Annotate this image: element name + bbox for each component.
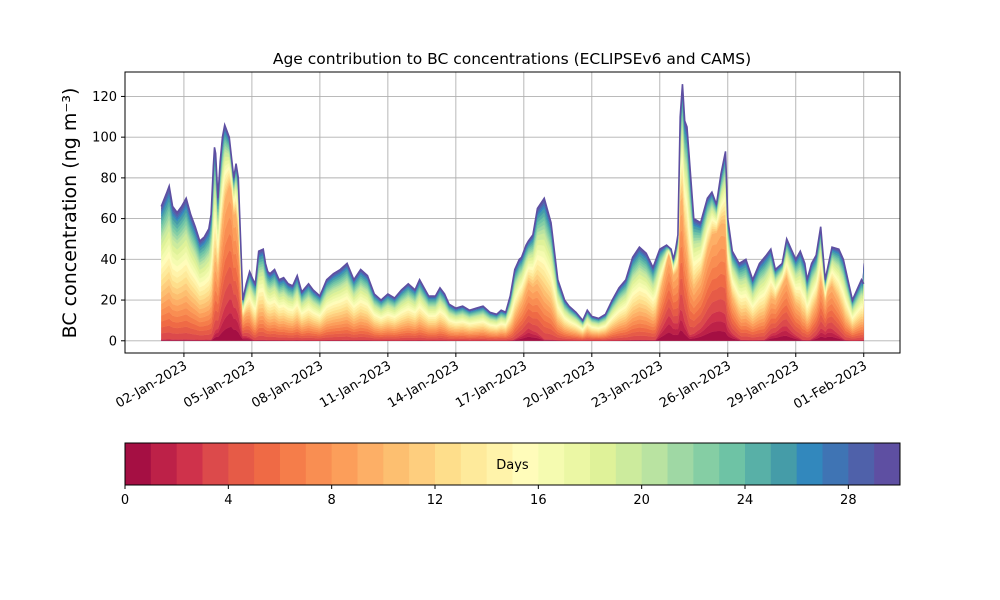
y-tick-label: 40	[100, 253, 117, 268]
colorbar-bin	[254, 443, 281, 485]
plot-frame	[124, 71, 901, 354]
colorbar-bin	[435, 443, 462, 485]
colorbar-bin	[538, 443, 565, 485]
y-tick-label: 120	[92, 90, 117, 105]
y-axis-label: BC concentration (ng m⁻³)	[59, 88, 81, 339]
colorbar-bin	[770, 443, 798, 485]
total-concentration-line	[160, 84, 865, 322]
colorbar-tick-label: 12	[427, 493, 444, 508]
colorbar-tick-label: 8	[328, 493, 336, 508]
colorbar-bin	[590, 443, 617, 485]
x-tick-label: 26-Jan-2023	[657, 358, 734, 411]
colorbar-bin	[331, 443, 358, 485]
x-tick-label: 08-Jan-2023	[249, 358, 326, 411]
x-tick-label: 23-Jan-2023	[589, 358, 666, 411]
y-tick-label: 100	[92, 131, 117, 146]
chart-title: Age contribution to BC concentrations (E…	[273, 50, 751, 68]
x-tick-label: 05-Jan-2023	[181, 358, 258, 411]
age-bands	[161, 84, 864, 341]
colorbar-tick-label: 20	[633, 493, 650, 508]
colorbar-bin	[615, 443, 643, 485]
colorbar-tick-label: 16	[530, 493, 547, 508]
colorbar-bin	[512, 443, 539, 485]
colorbar-tick-label: 4	[224, 493, 232, 508]
y-tick-label: 80	[100, 171, 117, 186]
colorbar-bin	[305, 443, 333, 485]
x-tick-label: 01-Feb-2023	[791, 358, 870, 412]
colorbar-bin	[150, 443, 178, 485]
colorbar-bin	[202, 443, 229, 485]
colorbar-bin	[383, 443, 410, 485]
colorbar-tick-label: 0	[121, 493, 129, 508]
x-tick-label: 17-Jan-2023	[453, 358, 530, 411]
colorbar-bin	[280, 443, 307, 485]
x-tick-label: 29-Jan-2023	[725, 358, 802, 411]
colorbar-bin	[460, 443, 488, 485]
colorbar-bin	[745, 443, 772, 485]
colorbar: 0 4 8 12 16 20 24 28 Days	[121, 442, 901, 508]
x-axis: 02-Jan-202305-Jan-202308-Jan-202311-Jan-…	[113, 353, 870, 412]
colorbar-bin	[874, 443, 901, 485]
x-tick-label: 14-Jan-2023	[385, 358, 462, 411]
colorbar-tick-label: 24	[737, 493, 754, 508]
colorbar-bin	[409, 443, 436, 485]
x-tick-label: 11-Jan-2023	[317, 358, 394, 411]
colorbar-bin	[848, 443, 875, 485]
colorbar-bin	[822, 443, 849, 485]
colorbar-bin	[719, 443, 746, 485]
colorbar-bin	[228, 443, 255, 485]
colorbar-bin	[641, 443, 668, 485]
colorbar-bin	[796, 443, 823, 485]
y-axis: 0 20 40 60 80 100 120	[92, 90, 125, 349]
colorbar-bin	[486, 443, 513, 485]
colorbar-bin	[125, 443, 152, 485]
y-tick-label: 60	[100, 212, 117, 227]
colorbar-bin	[564, 443, 591, 485]
colorbar-tick-label: 28	[840, 493, 857, 508]
colorbar-bin	[667, 443, 694, 485]
colorbar-bin	[693, 443, 720, 485]
y-tick-label: 0	[109, 334, 117, 349]
colorbar-frame	[124, 442, 901, 486]
y-tick-label: 20	[100, 294, 117, 309]
x-tick-label: 02-Jan-2023	[113, 358, 190, 411]
colorbar-label: Days	[496, 458, 529, 473]
colorbar-bin	[176, 443, 203, 485]
x-tick-label: 20-Jan-2023	[521, 358, 598, 411]
colorbar-bin	[357, 443, 384, 485]
